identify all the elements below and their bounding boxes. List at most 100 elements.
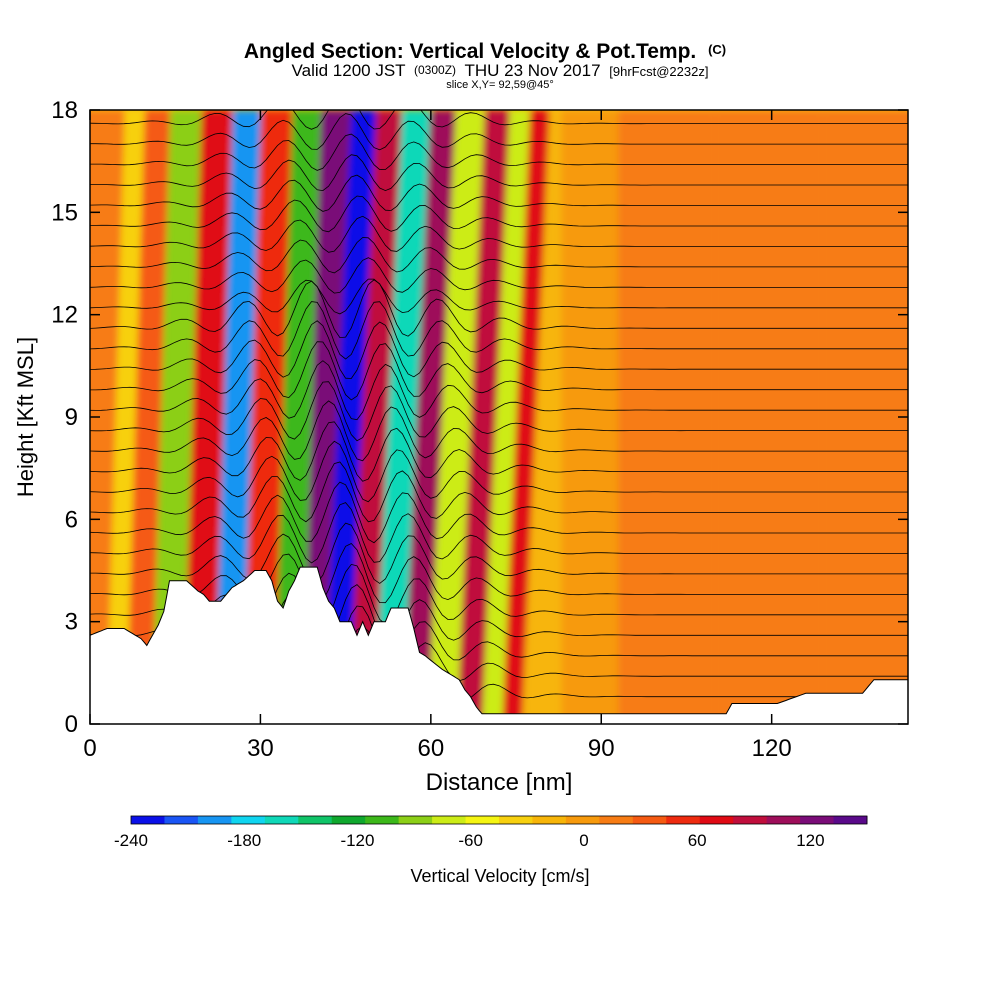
- velocity-band: [151, 110, 202, 724]
- colorbar-swatch: [499, 816, 533, 824]
- colorbar-swatch: [465, 816, 500, 824]
- colorbar-tick-label: 0: [579, 831, 588, 850]
- colorbar-tick-label: -120: [340, 831, 374, 850]
- velocity-band: [618, 110, 715, 724]
- colorbar-swatch: [800, 816, 835, 824]
- colorbar-swatch: [164, 816, 199, 824]
- isentrope-line: [90, 440, 908, 503]
- colorbar-swatch: [365, 816, 400, 824]
- chart-title-unit: (C): [708, 42, 726, 57]
- velocity-band: [323, 110, 377, 724]
- plot-area: [90, 110, 908, 724]
- isentrope-line: [90, 133, 908, 171]
- isentrope-line: [90, 341, 908, 401]
- velocity-band: [126, 110, 171, 724]
- velocity-band: [183, 110, 233, 724]
- slice-info: slice X,Y= 92,59@45°: [446, 79, 554, 91]
- colorbar-swatch: [532, 816, 567, 824]
- isentrope-line: [90, 481, 908, 544]
- colorbar-frame: [130, 815, 868, 825]
- velocity-band: [214, 110, 262, 724]
- velocity-band: [714, 110, 823, 724]
- colorbar: -240 -180 -120 -60 0 60 120: [114, 815, 868, 850]
- isentrope-line: [90, 543, 908, 605]
- y-tick-label: 3: [65, 609, 78, 636]
- colorbar-swatch: [131, 816, 165, 824]
- colorbar-swatch: [264, 816, 299, 824]
- chart-title: Angled Section: Vertical Velocity & Pot.…: [244, 40, 726, 63]
- colorbar-swatch: [833, 816, 868, 824]
- y-tick-label: 9: [65, 404, 78, 431]
- x-tick-label: 30: [247, 735, 274, 762]
- isentrope-line: [90, 174, 908, 212]
- colorbar-swatch: [699, 816, 734, 824]
- colorbar-swatch: [331, 816, 366, 824]
- velocity-band: [482, 110, 530, 724]
- vertical-velocity-field: [90, 110, 908, 724]
- velocity-band: [561, 110, 619, 724]
- isentrope-line: [90, 195, 908, 233]
- y-tick-label: 0: [65, 711, 78, 738]
- velocity-band: [374, 110, 431, 724]
- isentrope-line: [90, 522, 908, 584]
- velocity-band: [822, 110, 908, 724]
- colorbar-swatch: [298, 816, 333, 824]
- subtitle-valid: Valid 1200 JST: [292, 61, 406, 80]
- isentrope-line: [90, 257, 908, 294]
- isentrope-line: [90, 154, 908, 192]
- x-tick-label: 60: [417, 735, 444, 762]
- velocity-band: [402, 110, 456, 724]
- x-tick-label: 90: [588, 735, 615, 762]
- velocity-band: [502, 110, 550, 724]
- colorbar-tick-label: -180: [227, 831, 261, 850]
- terrain: [90, 566, 908, 724]
- colorbar-tick-label: 120: [796, 831, 824, 850]
- velocity-band: [348, 110, 403, 724]
- potential-temperature-contours: [90, 110, 908, 708]
- subtitle-forecast: [9hrFcst@2232z]: [609, 64, 708, 79]
- colorbar-swatch: [398, 816, 433, 824]
- velocity-band: [273, 110, 321, 724]
- isentrope-line: [90, 320, 908, 379]
- subtitle-utc: (0300Z): [414, 63, 456, 77]
- isentrope-line: [90, 301, 908, 360]
- chart-title-text: Angled Section: Vertical Velocity & Pot.…: [244, 40, 696, 63]
- isentrope-line: [90, 110, 908, 130]
- velocity-band: [428, 110, 485, 724]
- colorbar-swatch: [197, 816, 232, 824]
- x-axis-label: Distance [nm]: [426, 769, 573, 796]
- colorbar-swatch: [231, 816, 266, 824]
- y-axis-label: Height [Kft MSL]: [13, 337, 38, 497]
- velocity-band: [522, 110, 562, 724]
- x-axis: 0 30 60 90 120: [83, 110, 792, 762]
- y-tick-label: 18: [51, 97, 78, 124]
- subtitle-date: THU 23 Nov 2017: [464, 61, 600, 80]
- isentrope-line: [90, 215, 908, 253]
- velocity-band: [90, 110, 125, 724]
- velocity-band: [456, 110, 510, 724]
- isentrope-line: [90, 400, 908, 462]
- x-tick-label: 120: [752, 735, 792, 762]
- colorbar-swatch: [766, 816, 801, 824]
- colorbar-swatch: [432, 816, 467, 824]
- chart-subtitle: Valid 1200 JST (0300Z) THU 23 Nov 2017 […: [292, 59, 709, 80]
- isentrope-line: [90, 461, 908, 523]
- velocity-band: [106, 110, 145, 724]
- y-tick-label: 12: [51, 302, 78, 329]
- colorbar-swatch: [632, 816, 667, 824]
- y-tick-label: 6: [65, 506, 78, 533]
- isentrope-line: [90, 360, 908, 421]
- isentrope-line: [90, 279, 908, 339]
- isentrope-line: [90, 502, 908, 564]
- colorbar-swatch: [599, 816, 634, 824]
- x-tick-label: 0: [83, 735, 96, 762]
- y-axis: 0 3 6 9 12 15 18: [51, 97, 908, 738]
- isentrope-line: [90, 237, 908, 274]
- colorbar-tick-label: -240: [114, 831, 148, 850]
- colorbar-swatch: [666, 816, 701, 824]
- colorbar-tick-label: 60: [688, 831, 707, 850]
- isentrope-line: [90, 278, 908, 315]
- colorbar-swatch: [565, 816, 600, 824]
- isentrope-line: [90, 381, 908, 442]
